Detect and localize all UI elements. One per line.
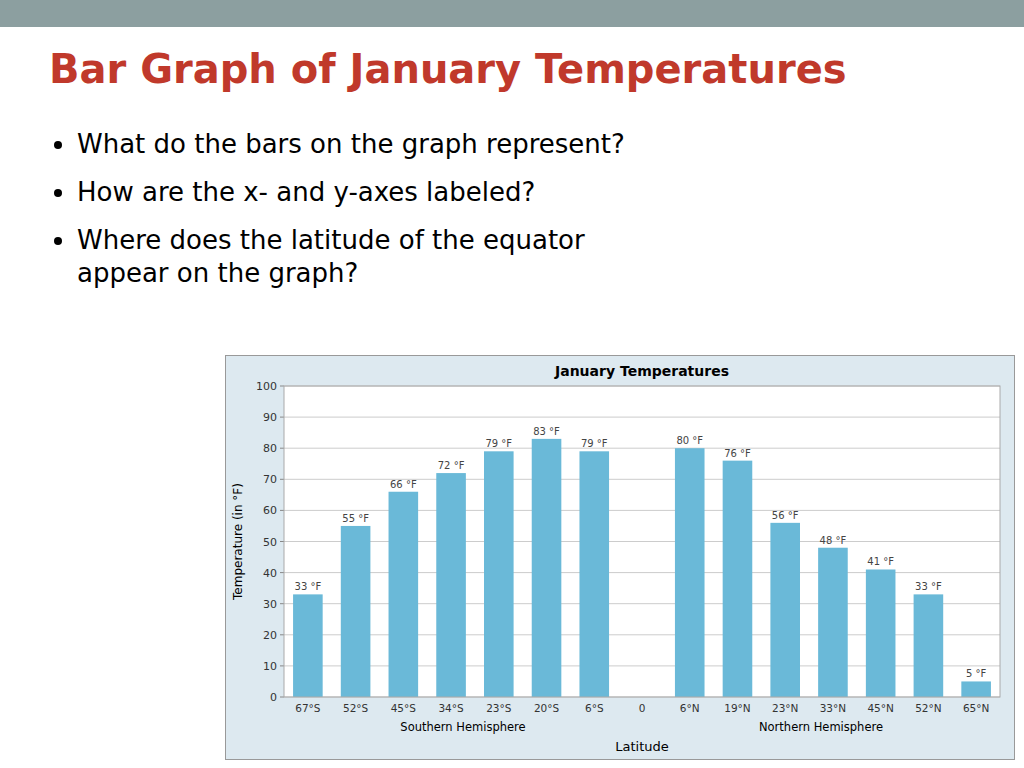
y-tick (280, 572, 284, 573)
y-tick-label: 70 (263, 473, 277, 486)
y-tick (280, 479, 284, 480)
chart: 0 10 20 30 40 50 60 70 80 90 100 33 °F 55 °F 66 °F 72 … (226, 356, 1014, 759)
y-tick-label: 0 (270, 691, 277, 704)
data-label: 80 °F (676, 435, 703, 446)
y-tick-label: 80 (263, 442, 277, 455)
data-label: 83 °F (533, 426, 560, 437)
grid-line (284, 448, 1000, 449)
annotation: Southern Hemisphere (400, 720, 525, 734)
data-label: 55 °F (342, 513, 369, 524)
y-tick-label: 10 (263, 660, 277, 673)
bullet: Where does the latitude of the equator a… (77, 224, 977, 292)
chart-title: January Temperatures (554, 363, 729, 379)
y-tick-label: 40 (263, 567, 277, 580)
plot-frame (284, 386, 1000, 697)
bar (436, 473, 466, 697)
y-tick-label: 100 (256, 380, 277, 393)
y-tick-label: 50 (263, 536, 277, 549)
y-tick (280, 386, 284, 387)
x-tick-label: 52°N (915, 702, 941, 714)
bullet: How are the x- and y-axes labeled? (77, 176, 977, 210)
y-axis-label: Temperature (in °F) (231, 483, 245, 601)
x-tick-label: 6°S (585, 702, 604, 714)
data-label: 79 °F (581, 438, 608, 449)
header-bar (0, 0, 1024, 27)
x-tick-label: 23°S (486, 702, 512, 714)
x-tick-label: 45°S (391, 702, 417, 714)
y-tick (280, 417, 284, 418)
bar (914, 594, 944, 697)
y-tick (280, 541, 284, 542)
y-tick (280, 697, 284, 698)
bar (389, 492, 419, 697)
slide-title: Bar Graph of January Temperatures (49, 46, 847, 92)
y-tick (280, 603, 284, 604)
y-tick (280, 448, 284, 449)
data-label: 76 °F (724, 448, 751, 459)
data-label: 72 °F (438, 460, 465, 471)
x-tick-label: 67°S (295, 702, 321, 714)
bar (532, 439, 562, 697)
x-tick-label: 52°S (343, 702, 369, 714)
bar (675, 448, 705, 697)
data-label: 33 °F (915, 581, 942, 592)
grid-line (284, 417, 1000, 418)
bar (723, 461, 753, 697)
y-tick (280, 510, 284, 511)
x-tick-label: 34°S (438, 702, 464, 714)
data-label: 56 °F (772, 510, 799, 521)
y-tick-label: 90 (263, 411, 277, 424)
chart-panel: 0 10 20 30 40 50 60 70 80 90 100 33 °F 55 °F 66 °F 72 … (225, 355, 1015, 760)
x-tick-label: 0 (639, 702, 646, 714)
bullet: What do the bars on the graph represent? (77, 128, 977, 162)
x-tick-label: 19°N (724, 702, 750, 714)
y-tick (280, 665, 284, 666)
data-label: 48 °F (820, 535, 847, 546)
data-label: 5 °F (966, 668, 987, 679)
x-tick-label: 20°S (534, 702, 560, 714)
x-axis-label: Latitude (615, 739, 669, 754)
data-label: 66 °F (390, 479, 417, 490)
y-tick (280, 634, 284, 635)
bars (293, 439, 991, 697)
bar (818, 548, 848, 697)
bullet-list: What do the bars on the graph represent?… (49, 128, 977, 305)
bar (341, 526, 371, 697)
data-label: 79 °F (485, 438, 512, 449)
data-label: 33 °F (295, 581, 322, 592)
bar (293, 594, 323, 697)
bar (770, 523, 800, 697)
plot-background (284, 386, 1000, 697)
data-label: 41 °F (867, 556, 894, 567)
annotation: Northern Hemisphere (759, 720, 883, 734)
bar (484, 451, 514, 697)
bar (579, 451, 609, 697)
bar (866, 569, 896, 697)
y-tick-label: 60 (263, 504, 277, 517)
x-tick-label: 65°N (963, 702, 989, 714)
x-tick-label: 45°N (867, 702, 893, 714)
x-tick-label: 6°N (680, 702, 700, 714)
y-tick-label: 20 (263, 629, 277, 642)
x-tick-label: 33°N (820, 702, 846, 714)
bar (961, 681, 991, 697)
x-tick-label: 23°N (772, 702, 798, 714)
y-tick-label: 30 (263, 598, 277, 611)
